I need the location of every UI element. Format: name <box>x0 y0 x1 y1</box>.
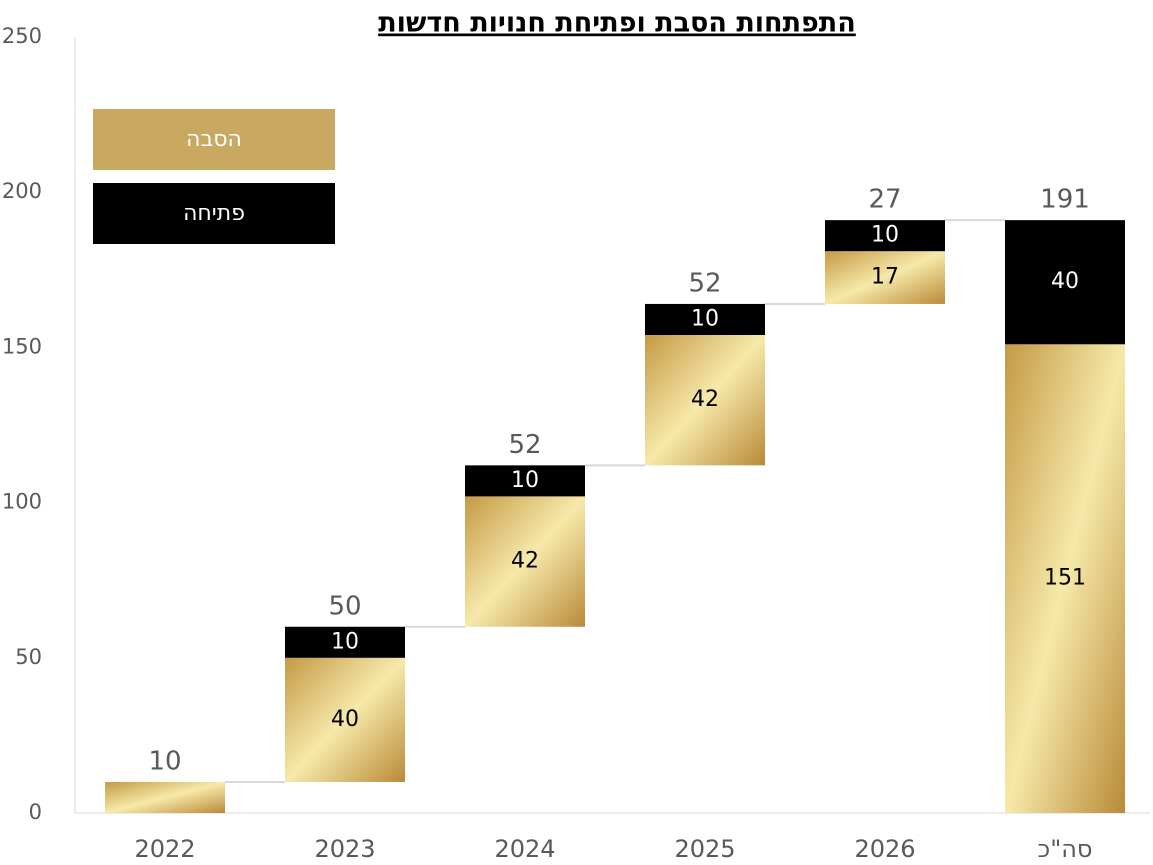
total-label: 52 <box>508 430 541 460</box>
total-label: 52 <box>688 268 721 298</box>
bar-segment <box>1005 344 1125 813</box>
data-label: 10 <box>871 223 899 248</box>
bar-segment <box>1005 220 1125 345</box>
total-label: 50 <box>328 591 361 621</box>
y-tick-label: 100 <box>2 490 42 514</box>
bar-segment <box>825 220 945 252</box>
total-label: 27 <box>868 185 901 215</box>
x-tick-label: 2024 <box>494 835 555 863</box>
bar-segment <box>825 251 945 304</box>
y-tick-label: 200 <box>2 179 42 203</box>
bar-segment <box>465 496 585 627</box>
x-tick-label: 2023 <box>314 835 375 863</box>
bar-segment <box>105 781 225 813</box>
x-tick-label: 2025 <box>674 835 735 863</box>
data-label: 10 <box>691 306 719 331</box>
total-label: 10 <box>148 746 181 776</box>
y-tick-label: 0 <box>29 800 42 824</box>
x-tick-label: 2026 <box>854 835 915 863</box>
data-label: 42 <box>511 549 539 574</box>
x-tick-label: 2022 <box>134 835 195 863</box>
chart-title: התפתחות הסבת ופתיחת חנויות חדשות <box>378 8 856 39</box>
bar-segment <box>645 334 765 466</box>
y-tick-label: 250 <box>2 24 42 48</box>
data-label: 17 <box>871 265 899 290</box>
bar-segment <box>645 303 765 335</box>
data-label: 151 <box>1044 566 1086 591</box>
total-label: 191 <box>1040 185 1090 215</box>
y-tick-label: 50 <box>15 645 42 669</box>
data-label: 10 <box>331 629 359 654</box>
data-label: 10 <box>511 468 539 493</box>
legend-swatch <box>93 109 335 170</box>
bar-segment <box>285 657 405 782</box>
y-tick-label: 150 <box>2 334 42 358</box>
legend-label: פתיחה <box>183 201 245 226</box>
legend-swatch <box>93 183 335 244</box>
data-label: 40 <box>331 707 359 732</box>
legend-label: הסבה <box>186 127 242 152</box>
data-label: 42 <box>691 387 719 412</box>
bar-segment <box>285 626 405 658</box>
bar-segment <box>465 465 585 497</box>
x-tick-label: סה"כ <box>1038 835 1093 863</box>
data-label: 40 <box>1051 269 1079 294</box>
